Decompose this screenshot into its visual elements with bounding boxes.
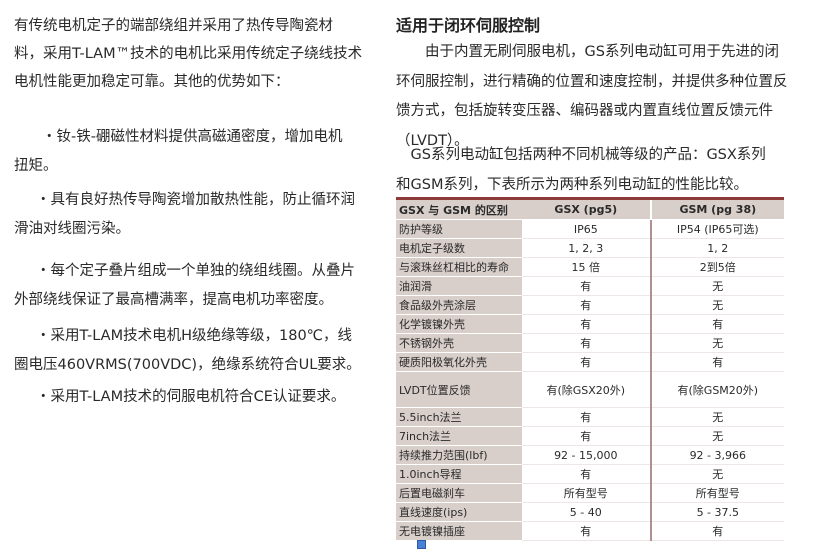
row-label: 1.0inch导程 (396, 464, 522, 484)
table-row: 硬质阳极氧化外壳有有 (396, 352, 784, 372)
table-row: 电机定子级数 1, 2, 3 1, 2 (396, 238, 784, 258)
table-cell: 有 (522, 426, 651, 446)
text-line: ・钕-铁-硼磁性材料提供高磁通密度，增加电机 (42, 129, 343, 145)
text-line: 料，采用T-LAM™技术的电机比采用传统定子绕线技术 (14, 46, 363, 62)
table-cell: 有 (522, 276, 651, 296)
table-row: 防护等级 IP65 IP54 (IP65可选) (396, 219, 784, 239)
table-cell: 有 (522, 314, 651, 334)
section-heading: 适用于闭环伺服控制 (396, 16, 541, 35)
table-cell: IP54 (IP65可选) (649, 219, 784, 239)
table-cell: 有 (649, 521, 784, 541)
table-cell: 无 (649, 333, 784, 353)
comparison-table: GSX 与 GSM 的区别 GSX (pg5) GSM (pg 38) 防护等级… (396, 197, 784, 541)
text-line: 外部绕线保证了最高槽满率，提高电机功率密度。 (14, 292, 333, 308)
table-cell: 1, 2 (649, 238, 784, 258)
table-cell: 所有型号 (522, 483, 651, 503)
table-cell: IP65 (522, 219, 651, 239)
header-cell: GSX 与 GSM 的区别 (396, 198, 522, 220)
table-cell: 1, 2, 3 (522, 238, 651, 258)
table-cell: 无 (649, 407, 784, 427)
left-column: 有传统电机定子的端部绕组并采用了热传导陶瓷材 料，采用T-LAM™技术的电机比采… (14, 0, 384, 405)
table-row: 化学镀镍外壳有有 (396, 314, 784, 334)
text-line: 馈方式，包括旋转变压器、编码器或内置直线位置反馈元件 (396, 103, 773, 119)
header-cell: GSX (pg5) (522, 198, 651, 220)
row-label: 5.5inch法兰 (396, 407, 522, 427)
row-label: 与滚珠丝杠相比的寿命 (396, 257, 522, 277)
text-line: 由于内置无刷伺服电机，GS系列电动缸可用于先进的闭 (396, 44, 779, 60)
table-cell: 有 (522, 295, 651, 315)
table-cell: 无 (649, 464, 784, 484)
table-row: 与滚珠丝杠相比的寿命 15 倍 2到5倍 (396, 257, 784, 277)
row-label: 持续推力范围(lbf) (396, 445, 522, 465)
bullet-item: ・钕-铁-硼磁性材料提供高磁通密度，增加电机 扭矩。 (14, 123, 384, 181)
table-cell: 无 (649, 426, 784, 446)
row-label: 化学镀镍外壳 (396, 314, 522, 334)
table-row: 无电镀镍插座有有 (396, 521, 784, 541)
row-label: 油润滑 (396, 276, 522, 296)
bullet-item: ・采用T-LAM技术电机H级绝缘等级，180℃，线 圈电压460VRMS(700… (14, 322, 384, 380)
bullet-item: ・每个定子叠片组成一个单独的绕组线圈。从叠片 外部绕线保证了最高槽满率，提高电机… (14, 257, 384, 315)
text-line: 圈电压460VRMS(700VDC)，绝缘系统符合UL要求。 (14, 357, 361, 373)
table-cell: 所有型号 (649, 483, 784, 503)
bullet-item: ・采用T-LAM技术的伺服电机符合CE认证要求。 (14, 383, 384, 412)
text-line: ・每个定子叠片组成一个单独的绕组线圈。从叠片 (36, 263, 355, 279)
table-cell: 92 - 3,966 (649, 445, 784, 465)
table-cell: 无 (649, 295, 784, 315)
row-label: 电机定子级数 (396, 238, 522, 258)
table-cell: 有 (522, 407, 651, 427)
text-line: （LVDT）。 (396, 132, 469, 149)
table-row: 食品级外壳涂层有无 (396, 295, 784, 315)
bullet-item: ・具有良好热传导陶瓷增加散热性能，防止循环润 滑油对线圈污染。 (14, 186, 384, 244)
table-row: 后置电磁刹车 所有型号 所有型号 (396, 483, 784, 503)
intro-paragraph: 有传统电机定子的端部绕组并采用了热传导陶瓷材 料，采用T-LAM™技术的电机比采… (14, 12, 384, 96)
text-line: 有传统电机定子的端部绕组并采用了热传导陶瓷材 (14, 18, 333, 34)
table-cell: 2到5倍 (649, 257, 784, 277)
text-line: 和GSM系列，下表所示为两种系列电动缸的性能比较。 (396, 176, 748, 193)
table-cell: 5 - 37.5 (649, 502, 784, 522)
table-cell: 有 (522, 521, 651, 541)
table-cell: 有 (522, 352, 651, 372)
table-cell: 有(除GSM20外) (649, 371, 784, 408)
table-cell: 5 - 40 (522, 502, 651, 522)
row-label: LVDT位置反馈 (396, 371, 522, 408)
row-label: 硬质阳极氧化外壳 (396, 352, 522, 372)
table-cell: 有 (649, 352, 784, 372)
row-label: 后置电磁刹车 (396, 483, 522, 503)
text-line: 电机性能更加稳定可靠。其他的优势如下： (14, 74, 290, 90)
table-row: 7inch法兰有无 (396, 426, 784, 446)
table-cell: 无 (649, 276, 784, 296)
table-cell: 92 - 15,000 (522, 445, 651, 465)
text-line: ・采用T-LAM技术的伺服电机符合CE认证要求。 (36, 389, 346, 405)
paragraph: 由于内置无刷伺服电机，GS系列电动缸可用于先进的闭 环伺服控制，进行精确的位置和… (396, 38, 788, 156)
table-row: 持续推力范围(lbf) 92 - 15,000 92 - 3,966 (396, 445, 784, 465)
header-cell: GSM (pg 38) (649, 198, 784, 220)
row-label: 食品级外壳涂层 (396, 295, 522, 315)
row-label: 不锈钢外壳 (396, 333, 522, 353)
table-cell: 15 倍 (522, 257, 651, 277)
row-label: 无电镀镍插座 (396, 521, 522, 541)
row-label: 直线速度(ips) (396, 502, 522, 522)
paragraph: GS系列电动缸包括两种不同机械等级的产品：GSX系列 和GSM系列，下表所示为两… (396, 141, 788, 200)
table-row: 油润滑有无 (396, 276, 784, 296)
table-cell: 有 (522, 333, 651, 353)
row-label: 7inch法兰 (396, 426, 522, 446)
text-line: 环伺服控制，进行精确的位置和速度控制，并提供多种位置反 (396, 73, 788, 90)
row-label: 防护等级 (396, 219, 522, 239)
table-row: 1.0inch导程有无 (396, 464, 784, 484)
text-line: ・具有良好热传导陶瓷增加散热性能，防止循环润 (36, 192, 355, 208)
table-row: LVDT位置反馈 有(除GSX20外) 有(除GSM20外) (396, 371, 784, 408)
table-row: 直线速度(ips) 5 - 40 5 - 37.5 (396, 502, 784, 522)
table-row: 不锈钢外壳有无 (396, 333, 784, 353)
text-line: 滑油对线圈污染。 (14, 221, 130, 237)
selection-handle[interactable] (417, 540, 426, 549)
table-cell: 有(除GSX20外) (522, 371, 651, 408)
text-line: GS系列电动缸包括两种不同机械等级的产品：GSX系列 (396, 147, 766, 163)
table-cell: 有 (649, 314, 784, 334)
text-line: 扭矩。 (14, 158, 58, 174)
table-row: 5.5inch法兰有无 (396, 407, 784, 427)
text-line: ・采用T-LAM技术电机H级绝缘等级，180℃，线 (36, 328, 352, 344)
table-cell: 有 (522, 464, 651, 484)
table-header-row: GSX 与 GSM 的区别 GSX (pg5) GSM (pg 38) (396, 198, 784, 220)
